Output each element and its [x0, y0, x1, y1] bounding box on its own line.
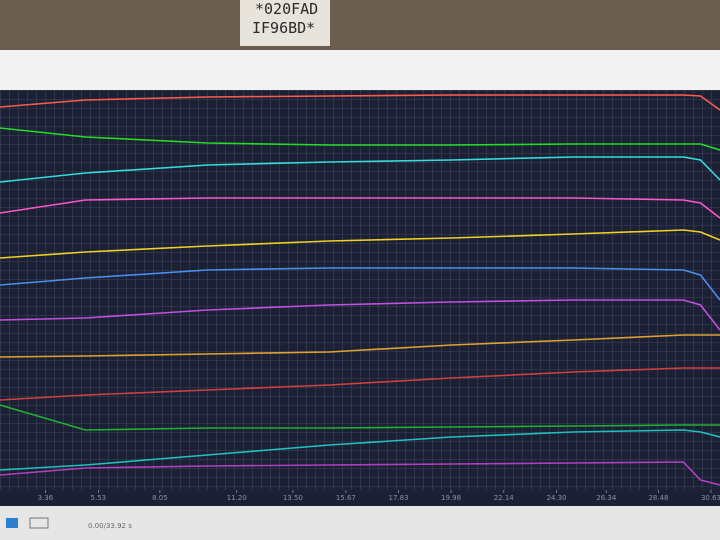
trace [0, 461, 720, 486]
wall [0, 0, 720, 50]
x-tick-label: 15.67 [336, 494, 356, 502]
x-tick-label: 30.63 [701, 494, 720, 502]
trace [0, 404, 720, 431]
sticker [240, 0, 330, 46]
x-tick-label: 13.50 [283, 494, 303, 502]
x-tick-label: 26.34 [596, 494, 617, 502]
traces: 3.36 5.53 8.05 11.20 13.50 15.67 17.83 19.98 22.… [0, 94, 720, 502]
status-text: 0.00/33.92 s [88, 522, 132, 530]
window-header [0, 50, 720, 90]
x-tick-label: 3.36 [38, 494, 54, 502]
sticker-line: *020FAD [255, 0, 318, 18]
trace [0, 429, 720, 471]
toolbar-button[interactable] [29, 517, 49, 529]
trace [0, 229, 720, 259]
x-tick-label: 19.98 [441, 494, 461, 502]
trace [0, 367, 720, 401]
x-tick-label: 22.14 [494, 494, 515, 502]
trace [0, 197, 720, 219]
x-axis-strip [0, 490, 720, 506]
x-tick-label: 8.05 [152, 494, 168, 502]
trace [0, 127, 720, 151]
trace [0, 267, 720, 301]
trace [0, 94, 720, 111]
trace [0, 299, 720, 331]
trace [0, 156, 720, 183]
toolbar-button[interactable] [6, 518, 18, 528]
x-tick-label: 17.83 [389, 494, 409, 502]
x-tick-label: 28.48 [648, 494, 668, 502]
sticker-line: IF96BD* [252, 19, 315, 37]
toolbar [0, 506, 720, 540]
x-tick-label: 5.53 [91, 494, 107, 502]
x-tick-label: 11.20 [227, 494, 247, 502]
x-tick-label: 24.30 [546, 494, 566, 502]
trace [0, 334, 720, 358]
